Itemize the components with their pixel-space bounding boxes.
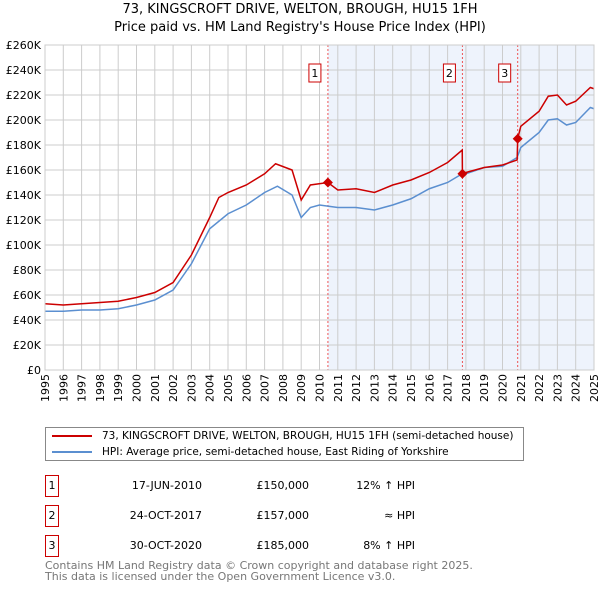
y-tick-label: £80K <box>13 264 42 277</box>
x-tick-label: 2023 <box>551 374 564 402</box>
sale-date: 30-OCT-2020 <box>129 539 202 552</box>
sale-hpi-diff: 8% ↑ HPI <box>363 539 415 552</box>
legend: 73, KINGSCROFT DRIVE, WELTON, BROUGH, HU… <box>45 427 524 461</box>
legend-label-hpi: HPI: Average price, semi-detached house,… <box>102 446 449 458</box>
sale-date: 17-JUN-2010 <box>131 479 202 492</box>
x-tick-label: 2009 <box>295 374 308 402</box>
footer: Contains HM Land Registry data © Crown c… <box>45 560 473 582</box>
y-tick-label: £260K <box>6 39 42 52</box>
x-tick-label: 2003 <box>185 374 198 402</box>
sale-row: 2 24-OCT-2017 £157,000 ≈ HPI <box>45 505 445 527</box>
x-tick-label: 2021 <box>515 374 528 402</box>
x-tick-label: 2012 <box>350 374 363 402</box>
sale-number: 1 <box>45 475 59 497</box>
x-tick-label: 2004 <box>204 374 217 402</box>
x-tick-label: 2000 <box>131 374 144 402</box>
x-tick-label: 2005 <box>222 374 235 402</box>
y-tick-label: £120K <box>6 214 42 227</box>
shaded-region <box>327 45 594 370</box>
x-tick-label: 1996 <box>57 374 70 402</box>
sale-label: 2 <box>446 67 453 80</box>
y-tick-label: £100K <box>6 239 42 252</box>
sale-number: 2 <box>45 505 59 527</box>
sale-point <box>322 177 333 188</box>
sale-label-box <box>442 63 456 83</box>
y-tick-label: £180K <box>6 139 42 152</box>
x-tick-label: 2019 <box>478 374 491 402</box>
y-tick-label: £40K <box>13 314 42 327</box>
x-tick-label: 2008 <box>277 374 290 402</box>
x-tick-label: 2016 <box>423 374 436 402</box>
x-tick-label: 2015 <box>405 374 418 402</box>
y-tick-label: £200K <box>6 114 42 127</box>
sale-price: £150,000 <box>256 479 310 492</box>
sale-hpi-diff: ≈ HPI <box>384 509 415 522</box>
x-tick-label: 1999 <box>112 374 125 402</box>
sale-price: £185,000 <box>256 539 310 552</box>
legend-swatch-property <box>52 435 92 437</box>
x-tick-label: 1997 <box>76 374 89 402</box>
x-tick-label: 2022 <box>533 374 546 402</box>
footer-line: Contains HM Land Registry data © Crown c… <box>45 559 473 572</box>
plot-area: 1995 1996 1997 1998 1999 2000 2001 2002 2003 2004… <box>6 39 600 402</box>
hpi-line <box>45 106 595 312</box>
x-tick-label: 2013 <box>368 374 381 402</box>
legend-swatch-hpi <box>52 451 92 453</box>
y-tick-label: £220K <box>6 89 42 102</box>
sale-row: 3 30-OCT-2020 £185,000 8% ↑ HPI <box>45 535 445 557</box>
y-tick-label: £20K <box>13 339 42 352</box>
x-tick-label: 2025 <box>588 374 600 402</box>
x-tick-label: 2017 <box>442 374 455 402</box>
sale-row: 1 17-JUN-2010 £150,000 12% ↑ HPI <box>45 475 445 497</box>
plot-border <box>44 44 595 371</box>
y-tick-label: £140K <box>6 189 42 202</box>
x-tick-label: 2011 <box>332 374 345 402</box>
x-tick-label: 2018 <box>460 374 473 402</box>
sale-point <box>512 133 523 144</box>
property-price-line <box>44 86 595 306</box>
x-tick-label: 2006 <box>240 374 253 402</box>
sale-label-box <box>498 63 512 83</box>
x-tick-label: 2010 <box>314 374 327 402</box>
sale-label-box <box>308 63 322 83</box>
x-tick-label: 2024 <box>570 374 583 402</box>
y-tick-label: £60K <box>13 289 42 302</box>
chart-subtitle: Price paid vs. HM Land Registry's House … <box>114 20 486 35</box>
x-tick-label: 2020 <box>497 374 510 402</box>
chart-title: 73, KINGSCROFT DRIVE, WELTON, BROUGH, HU… <box>122 2 478 17</box>
sale-date: 24-OCT-2017 <box>129 509 202 522</box>
x-tick-label: 2014 <box>387 374 400 402</box>
sale-label: 1 <box>311 67 318 80</box>
y-tick-label: £0 <box>27 364 41 377</box>
sale-label: 3 <box>501 67 508 80</box>
legend-label-property: 73, KINGSCROFT DRIVE, WELTON, BROUGH, HU… <box>102 430 514 442</box>
x-tick-label: 2002 <box>167 374 180 402</box>
sale-point <box>457 168 468 179</box>
x-tick-label: 1998 <box>94 374 107 402</box>
y-tick-label: £240K <box>6 64 42 77</box>
sale-price: £157,000 <box>256 509 310 522</box>
x-tick-label: 1995 <box>39 374 52 402</box>
y-tick-label: £160K <box>6 164 42 177</box>
footer-line: This data is licensed under the Open Gov… <box>45 570 396 583</box>
x-tick-label: 2007 <box>259 374 272 402</box>
sale-hpi-diff: 12% ↑ HPI <box>356 479 415 492</box>
x-tick-label: 2001 <box>149 374 162 402</box>
sale-number: 3 <box>45 535 59 557</box>
